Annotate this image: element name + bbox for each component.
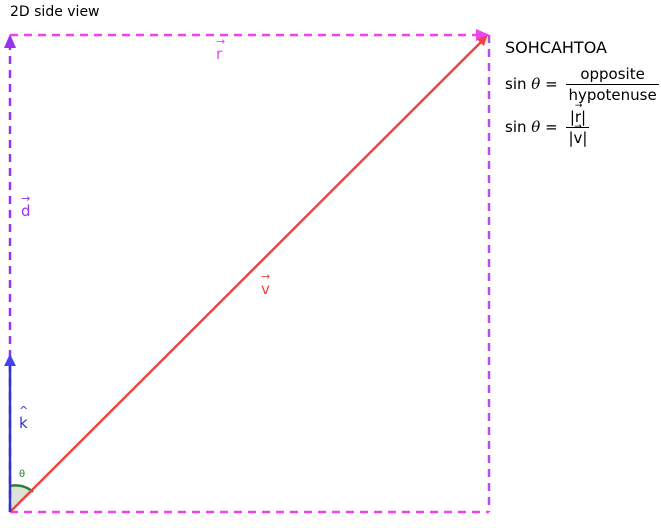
formula-heading: SOHCAHTOA (505, 38, 607, 57)
formula-2-den-bar-right: | (582, 129, 588, 147)
formula-1-equals: = (545, 75, 558, 93)
label-k-hat: ^ k (19, 405, 28, 432)
formula-1-denominator: hypotenuse (566, 84, 659, 104)
label-d-arrow: → (21, 192, 31, 205)
label-r-arrow: → (216, 35, 226, 48)
label-v-arrow: → (261, 270, 271, 283)
formula-2-den-arrow: → (574, 122, 582, 132)
formula-1-fraction: opposite hypotenuse (566, 65, 659, 104)
label-theta: θ (19, 469, 26, 480)
formula-1-sin: sin (505, 75, 527, 93)
label-d-text: d (21, 202, 31, 220)
formula-2-sin: sin (505, 118, 527, 136)
formula-2-theta: θ (531, 118, 541, 136)
formula-line-2: sin θ = | → r| | → v| (505, 101, 590, 147)
label-k-text: k (19, 414, 28, 432)
label-v-text: v (261, 280, 270, 298)
formula-2-num-symbol: r (574, 108, 582, 126)
vector-v (9, 35, 488, 513)
label-k-hat-glyph: ^ (19, 404, 29, 417)
formula-2-num-bar-right: | (581, 108, 587, 126)
formula-1-numerator: opposite (580, 65, 645, 83)
label-v: → v (261, 271, 270, 298)
formula-2-num-bar-left: | (569, 108, 575, 126)
formula-2-numerator: | → r| (566, 101, 589, 127)
label-d: → d (21, 193, 31, 220)
formula-2-equals: = (545, 118, 558, 136)
formula-2-denominator: | → v| (566, 122, 590, 147)
label-r-text: r (216, 45, 223, 63)
formula-2-den-bar-left: | (568, 129, 574, 147)
formula-2-den-symbol: v (573, 129, 583, 147)
formula-2-num-arrow: → (574, 101, 583, 111)
label-r: → r (216, 36, 225, 63)
diagram-title: 2D side view (10, 4, 100, 20)
formula-2-fraction: | → r| | → v| (566, 101, 590, 147)
formula-line-1: sin θ = opposite hypotenuse (505, 65, 659, 104)
formula-1-theta: θ (531, 75, 541, 93)
